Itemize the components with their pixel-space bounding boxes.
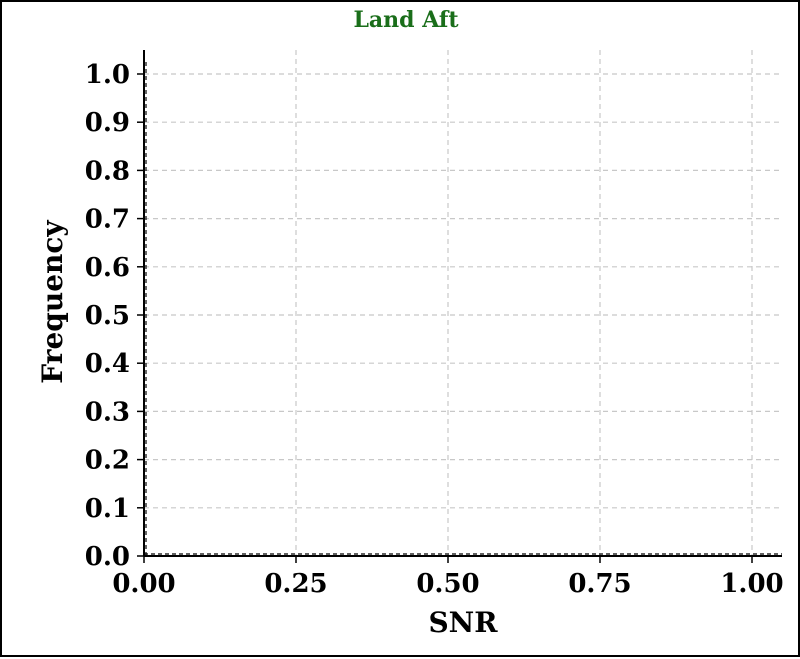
x-tick-label: 0.25: [264, 569, 327, 599]
y-tick-label: 0.7: [85, 205, 130, 235]
y-tick-label: 0.9: [85, 108, 130, 138]
axes: [143, 50, 782, 557]
grid-lines: [144, 50, 782, 556]
y-axis-title: Frequency: [36, 220, 69, 384]
x-axis-ticks: 0.00 0.25 0.50 0.75 1.00: [112, 556, 784, 599]
x-axis-title: SNR: [428, 606, 498, 639]
y-tick-label: 0.3: [85, 397, 130, 427]
y-tick-label: 0.2: [85, 446, 130, 476]
x-tick-label: 1.00: [720, 569, 783, 599]
y-tick-label: 0.0: [85, 542, 130, 572]
y-tick-label: 1.0: [85, 60, 130, 90]
y-tick-label: 0.1: [85, 494, 130, 524]
y-tick-label: 0.8: [85, 156, 130, 186]
x-tick-label: 0.50: [416, 569, 479, 599]
y-tick-label: 0.4: [85, 349, 130, 379]
chart-title: Land Aft: [353, 7, 459, 33]
x-tick-label: 0.75: [568, 569, 631, 599]
y-tick-label: 0.6: [85, 253, 130, 283]
y-tick-label: 0.5: [85, 301, 130, 331]
y-axis-ticks: 0.0 0.1 0.2 0.3 0.4 0.5 0.6 0.7 0.8 0.9 1.0: [85, 60, 144, 572]
x-tick-label: 0.00: [112, 569, 175, 599]
